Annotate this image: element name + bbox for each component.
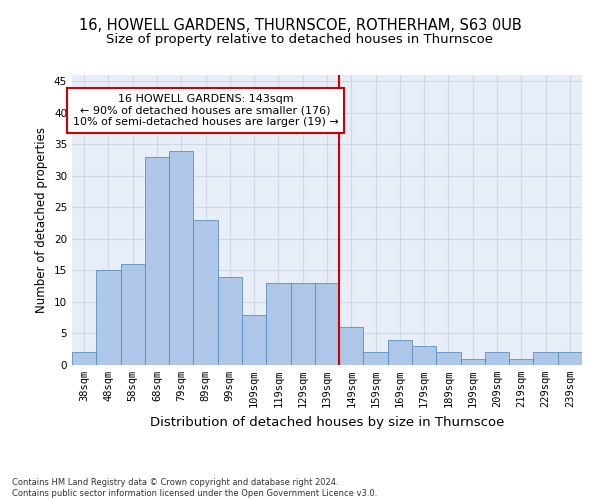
Bar — [242, 314, 266, 365]
Bar — [558, 352, 582, 365]
Bar — [436, 352, 461, 365]
Text: Contains HM Land Registry data © Crown copyright and database right 2024.
Contai: Contains HM Land Registry data © Crown c… — [12, 478, 377, 498]
Bar — [121, 264, 145, 365]
Text: 16, HOWELL GARDENS, THURNSCOE, ROTHERHAM, S63 0UB: 16, HOWELL GARDENS, THURNSCOE, ROTHERHAM… — [79, 18, 521, 32]
Text: Size of property relative to detached houses in Thurnscoe: Size of property relative to detached ho… — [107, 32, 493, 46]
Bar — [193, 220, 218, 365]
Bar — [509, 358, 533, 365]
Bar — [145, 157, 169, 365]
Bar — [461, 358, 485, 365]
Y-axis label: Number of detached properties: Number of detached properties — [35, 127, 49, 313]
Bar — [388, 340, 412, 365]
Text: 16 HOWELL GARDENS: 143sqm
← 90% of detached houses are smaller (176)
10% of semi: 16 HOWELL GARDENS: 143sqm ← 90% of detac… — [73, 94, 338, 127]
Bar — [96, 270, 121, 365]
Bar — [339, 327, 364, 365]
Bar — [266, 283, 290, 365]
Bar — [364, 352, 388, 365]
Bar — [72, 352, 96, 365]
Bar — [169, 150, 193, 365]
Bar — [412, 346, 436, 365]
Bar — [315, 283, 339, 365]
Bar — [290, 283, 315, 365]
Bar — [485, 352, 509, 365]
Bar — [218, 276, 242, 365]
Bar — [533, 352, 558, 365]
X-axis label: Distribution of detached houses by size in Thurnscoe: Distribution of detached houses by size … — [150, 416, 504, 428]
